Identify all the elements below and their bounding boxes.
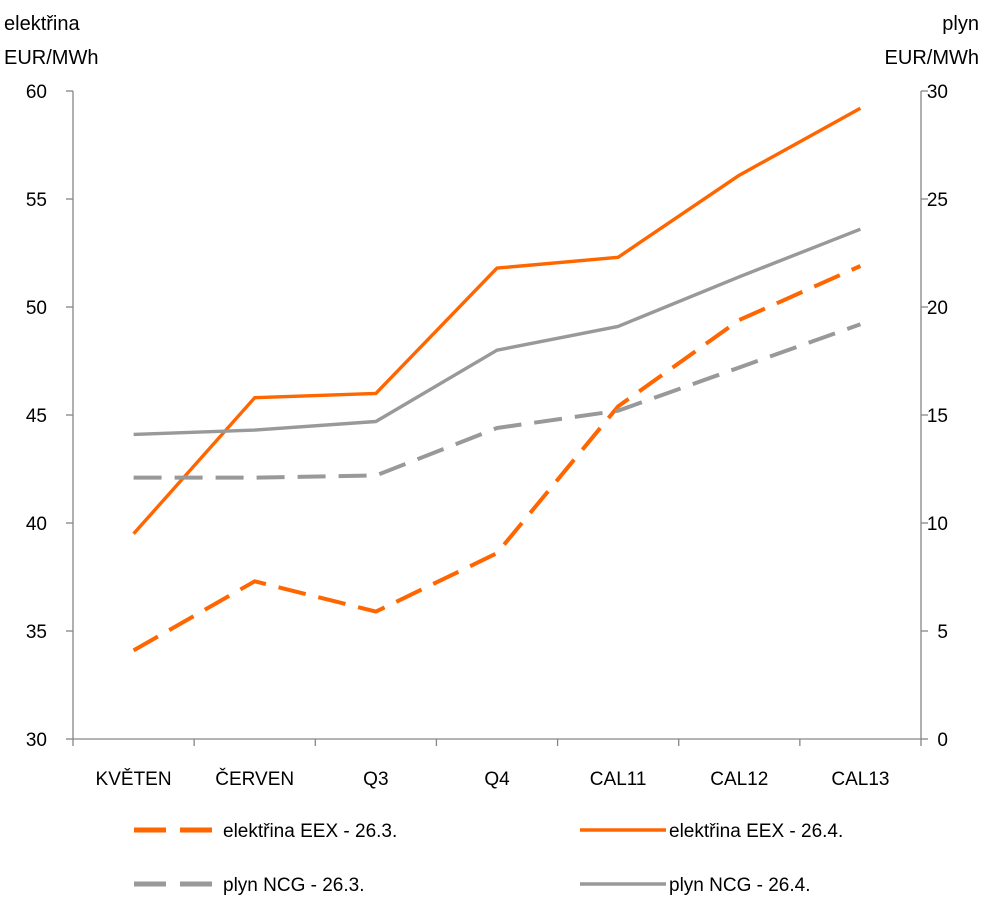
left-y-tick-label: 50: [26, 298, 47, 319]
right-y-tick-label: 20: [927, 298, 948, 319]
x-tick-label: Q4: [484, 769, 510, 790]
x-tick-label: ČERVEN: [215, 768, 294, 790]
legend-label-0: elektřina EEX - 26.3.: [223, 821, 397, 842]
x-tick-label: Q3: [363, 769, 388, 790]
series-line-0: [132, 264, 862, 653]
right-y-tick-label: 10: [927, 514, 948, 535]
x-tick-label: CAL13: [831, 769, 889, 790]
right-y-tick-label: 0: [937, 730, 948, 751]
axes: 30 35 40 45 50 55 60 0 5 10 15 20 25 30 KVĚTEN ČERVEN Q3…: [26, 82, 948, 790]
left-y-tick-label: 40: [26, 514, 47, 535]
left-axis-title-line2: EUR/MWh: [4, 47, 98, 69]
right-y-tick-label: 30: [927, 82, 948, 103]
x-tick-label: CAL12: [710, 769, 768, 790]
x-tick-label: CAL11: [590, 769, 647, 790]
legend-label-2: plyn NCG - 26.3.: [223, 875, 365, 896]
series-layer: [132, 106, 862, 653]
right-y-tick-label: 25: [927, 190, 948, 211]
right-y-tick-label: 5: [937, 622, 948, 643]
left-y-tick-label: 60: [26, 82, 47, 103]
right-y-tick-label: 15: [927, 406, 948, 427]
x-tick-label: KVĚTEN: [96, 768, 172, 790]
series-line-3: [133, 227, 862, 437]
legend-label-1: elektřina EEX - 26.4.: [669, 821, 843, 842]
right-axis-title-line1: plyn: [942, 13, 979, 35]
series-line-1: [132, 106, 862, 535]
left-y-tick-label: 45: [26, 406, 47, 427]
series-line-2: [133, 322, 862, 480]
legend: elektřina EEX - 26.3. elektřina EEX - 26.…: [134, 821, 843, 896]
left-y-tick-label: 35: [26, 622, 47, 643]
right-axis-title-line2: EUR/MWh: [885, 47, 979, 69]
legend-label-3: plyn NCG - 26.4.: [669, 875, 811, 896]
left-axis-title-line1: elektřina: [4, 13, 80, 35]
left-y-tick-label: 55: [26, 190, 47, 211]
left-y-tick-label: 30: [26, 730, 47, 751]
